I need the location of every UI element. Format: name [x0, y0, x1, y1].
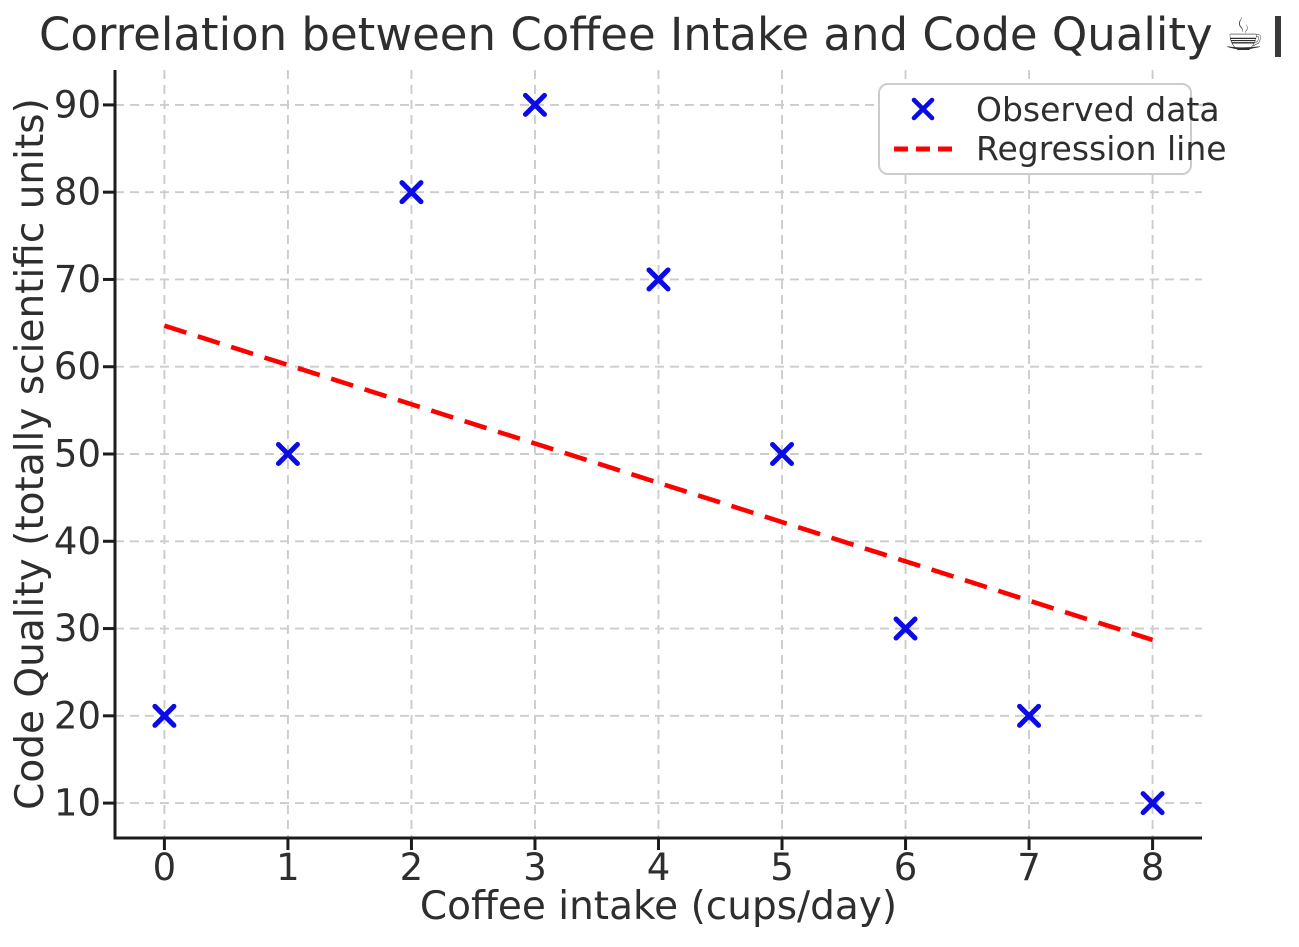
y-tick-label: 60 — [54, 345, 101, 388]
data-point-marker — [275, 442, 300, 466]
missing-glyph-box-icon — [1275, 16, 1282, 57]
y-tick-label: 30 — [54, 607, 101, 650]
y-axis-label: Code Quality (totally scientific units) — [8, 98, 53, 810]
x-tick-label: 1 — [276, 846, 300, 889]
y-tick-label: 40 — [54, 520, 101, 563]
y-tick-label: 70 — [54, 258, 101, 301]
data-point-marker — [893, 616, 918, 641]
chart-title-text: Correlation between Coffee Intake and Co… — [38, 8, 1213, 61]
legend-dashed-line-icon — [892, 134, 954, 164]
y-tick-label: 10 — [54, 782, 101, 825]
x-tick-label: 4 — [647, 846, 671, 889]
x-tick-label: 6 — [894, 846, 918, 889]
data-point-marker — [1140, 791, 1165, 816]
legend-x-stroke-2 — [911, 97, 935, 121]
data-point-marker — [646, 267, 671, 292]
coffee-emoji: ☕ — [1223, 8, 1265, 61]
y-tick-label: 50 — [54, 433, 101, 476]
legend-label-regression-line: Regression line — [976, 129, 1227, 169]
x-tick-label: 3 — [523, 846, 547, 889]
y-tick-label: 90 — [54, 83, 101, 126]
x-tick-label: 0 — [153, 846, 177, 889]
x-axis-label: Coffee intake (cups/day) — [419, 884, 898, 929]
x-tick-label: 7 — [1017, 846, 1041, 889]
legend-item-observed-data: Observed data — [892, 90, 1220, 129]
data-point-marker — [522, 92, 547, 117]
legend: Observed data Regression line — [878, 83, 1227, 175]
data-point-marker — [1017, 703, 1042, 728]
data-point-marker — [770, 442, 795, 466]
data-point-marker — [152, 703, 177, 728]
y-tick-label: 20 — [54, 694, 101, 737]
x-tick-label: 8 — [1141, 846, 1165, 889]
legend-item-regression-line: Regression line — [892, 129, 1227, 168]
x-tick-label: 2 — [400, 846, 424, 889]
data-point-marker — [399, 180, 424, 205]
legend-x-marker-icon — [892, 94, 954, 124]
legend-label-observed-data: Observed data — [976, 89, 1220, 129]
y-tick-label: 80 — [54, 171, 101, 214]
x-tick-label: 5 — [770, 846, 794, 889]
chart-title: Correlation between Coffee Intake and Co… — [39, 8, 1282, 61]
